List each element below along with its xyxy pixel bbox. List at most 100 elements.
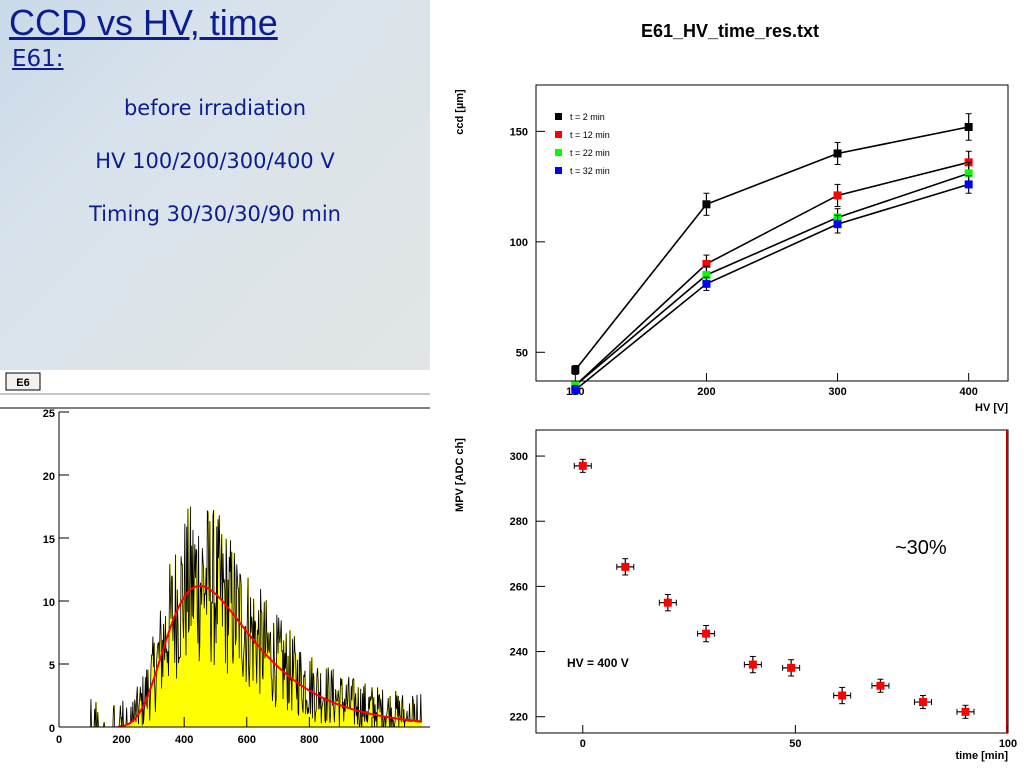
- histogram-bar: [138, 724, 140, 727]
- histogram-bar: [415, 721, 417, 727]
- data-point: [621, 562, 630, 571]
- histogram-bar: [274, 658, 276, 727]
- y-tick-label: 240: [510, 647, 528, 659]
- histogram-bar: [206, 614, 208, 727]
- histogram-bar: [135, 722, 137, 727]
- histogram-bar: [231, 603, 233, 727]
- histogram-bar: [221, 568, 223, 727]
- note-hv-values: HV 100/200/300/400 V: [95, 149, 335, 173]
- histogram-bar: [218, 557, 220, 727]
- histogram-bar: [254, 643, 256, 727]
- histogram-bar: [246, 649, 248, 727]
- histogram-bar: [283, 640, 285, 727]
- histogram-bar: [410, 721, 412, 727]
- histogram-bar: [281, 620, 283, 727]
- histogram-bar: [405, 720, 407, 727]
- histogram-bar: [202, 560, 204, 727]
- bottom-axis-ticks: 0 50 100 220 240 260 280 300: [510, 451, 1018, 750]
- histogram-bar: [356, 715, 358, 727]
- histogram-bar: [169, 620, 171, 727]
- data-point: [961, 707, 970, 716]
- histogram-bar: [192, 530, 194, 727]
- histogram-bar: [284, 680, 286, 727]
- histogram-bar: [351, 685, 353, 727]
- histogram-bar: [364, 721, 366, 727]
- histogram-bar: [153, 667, 155, 727]
- histogram-bar: [187, 612, 189, 727]
- histogram-bar: [261, 611, 263, 727]
- y-tick-label: 15: [43, 534, 55, 546]
- histogram-bar: [268, 649, 270, 727]
- top-axis-ticks: 10020030040050100150: [510, 126, 978, 398]
- histogram-bar: [204, 608, 206, 727]
- histogram-bar: [159, 639, 161, 727]
- histogram-bar: [336, 701, 338, 727]
- histogram-bar: [222, 626, 224, 727]
- histogram-bar: [233, 649, 235, 727]
- histogram-bar: [268, 632, 269, 727]
- x-tick-label: 50: [789, 738, 801, 750]
- histogram-bar: [276, 614, 278, 727]
- legend-label: t = 2 min: [570, 112, 605, 122]
- histogram-bar: [200, 582, 202, 727]
- histogram-bar: [160, 610, 162, 727]
- data-point: [702, 270, 711, 279]
- histogram-panel: E6 05101520250200400600800100012: [0, 370, 430, 768]
- histogram-bar: [321, 723, 323, 727]
- histogram-bar: [316, 676, 318, 727]
- histogram-bar: [290, 680, 292, 727]
- histogram-bar: [337, 700, 339, 727]
- histogram-bar: [368, 713, 370, 727]
- histogram-axes: 05101520250200400600800100012: [43, 408, 430, 746]
- x-axis-label: HV [V]: [975, 402, 1008, 414]
- histogram-bar: [128, 724, 130, 727]
- histogram-bar: [189, 572, 191, 727]
- histogram-bar: [292, 638, 294, 727]
- histogram-bar: [236, 564, 238, 727]
- histogram-bar: [201, 587, 202, 727]
- y-tick-label: 280: [510, 516, 528, 528]
- histogram-bar: [406, 720, 408, 727]
- histogram-bar: [251, 632, 253, 727]
- histogram-bar: [241, 657, 243, 727]
- histogram-bar: [266, 600, 268, 727]
- histogram-bar: [366, 721, 368, 727]
- histogram-bar: [386, 712, 388, 727]
- histogram-bar: [227, 673, 229, 727]
- series-line: [574, 126, 969, 371]
- histogram-bar: [400, 715, 402, 727]
- histogram-bar: [371, 687, 373, 727]
- histogram-bar: [226, 538, 228, 727]
- histogram-bar: [263, 628, 265, 727]
- data-point: [918, 698, 927, 707]
- histogram-bar: [294, 652, 296, 727]
- data-point: [838, 691, 847, 700]
- histogram-bar: [299, 685, 301, 727]
- histogram-bar: [203, 569, 205, 727]
- histogram-bar: [125, 725, 127, 727]
- histogram-bar: [276, 698, 278, 727]
- histogram-bar: [299, 652, 301, 727]
- data-point: [833, 191, 842, 200]
- histogram-bar: [291, 710, 293, 727]
- histogram-bar: [408, 721, 410, 727]
- histogram-bar: [279, 642, 281, 727]
- histogram-bar: [413, 721, 415, 727]
- histogram-bar: [311, 687, 313, 727]
- histogram-bar: [342, 708, 344, 727]
- legend-marker: [555, 131, 562, 138]
- histogram-bar: [338, 690, 340, 727]
- histogram-bar: [355, 699, 356, 727]
- histogram-bar: [307, 713, 309, 727]
- histogram-bar: [113, 708, 115, 727]
- histogram-bar: [324, 720, 326, 727]
- histogram-bar: [258, 610, 260, 727]
- histogram-bar: [243, 676, 244, 727]
- histogram-bar: [412, 695, 414, 727]
- histogram-bar: [185, 620, 187, 727]
- y-tick-label: 20: [43, 471, 55, 483]
- histogram-bar: [157, 643, 159, 727]
- histogram-bar: [193, 618, 195, 727]
- histogram-bar: [354, 724, 356, 727]
- histogram-bar: [199, 661, 201, 727]
